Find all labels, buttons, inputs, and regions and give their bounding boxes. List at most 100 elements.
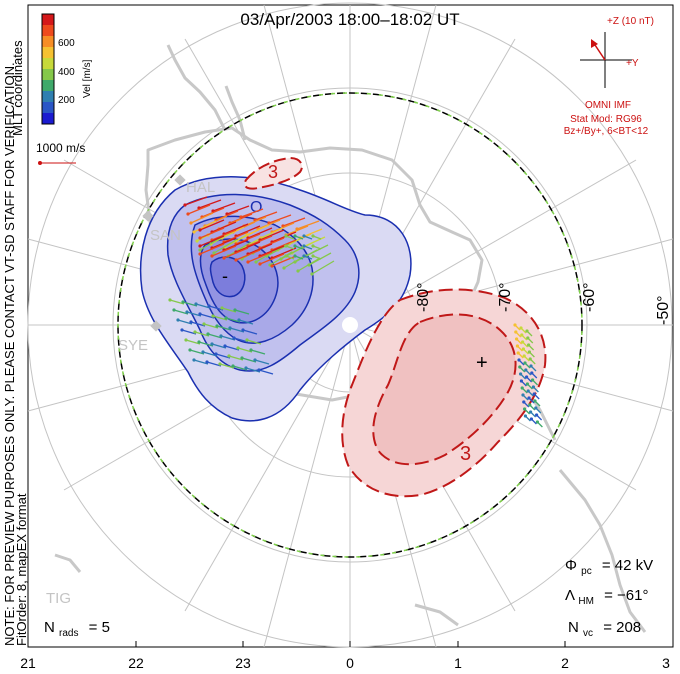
velocity-vector xyxy=(254,359,270,365)
velocity-vector xyxy=(242,329,258,335)
pos-contour-2 xyxy=(372,313,517,466)
lambda-value: = −61° xyxy=(604,587,648,604)
velocity-vector-origin xyxy=(526,336,530,340)
pos-3-label: 3 xyxy=(460,443,471,465)
velocity-vector-origin xyxy=(516,351,520,355)
velocity-vector-origin xyxy=(535,420,540,424)
velocity-vector-origin xyxy=(293,244,297,248)
velocity-vector xyxy=(235,233,261,245)
velocity-vector-origin xyxy=(296,269,300,273)
colorbar-cell xyxy=(42,69,54,81)
velocity-vector-origin xyxy=(311,254,315,258)
hm-boundary-green xyxy=(117,92,583,558)
velocity-vector xyxy=(271,231,297,243)
velocity-vector-origin xyxy=(522,354,526,358)
velocity-vector xyxy=(257,219,281,230)
velocity-vector-origin xyxy=(531,378,535,382)
velocity-vector xyxy=(234,309,250,315)
lambda-hm: Λ HM = −61° xyxy=(565,587,648,608)
lat-label-60: -60° xyxy=(581,282,598,312)
colorbar-tick-400: 400 xyxy=(58,67,75,78)
velocity-vector xyxy=(235,249,261,261)
velocity-vector xyxy=(195,303,211,309)
velocity-vector xyxy=(208,305,224,311)
velocity-vector xyxy=(216,325,232,331)
velocity-vector-origin xyxy=(246,260,250,264)
velocity-vector xyxy=(182,301,198,307)
imf-model: Stat Mod: RG96 xyxy=(570,114,642,125)
velocity-vector xyxy=(212,315,228,321)
velocity-vector-origin xyxy=(523,414,528,418)
velocity-vector xyxy=(232,365,248,371)
station-markers xyxy=(142,174,186,332)
velocity-vector xyxy=(198,341,214,347)
velocity-vector-origin xyxy=(176,318,180,322)
velocity-vector-origin xyxy=(527,350,532,354)
colorbar-cell xyxy=(42,102,54,114)
velocity-vector xyxy=(223,239,249,251)
island-coast xyxy=(414,603,459,627)
velocity-vector-origin xyxy=(202,322,206,326)
island-coast xyxy=(558,469,647,633)
phi-sub: pc xyxy=(581,566,592,577)
velocity-vector-origin xyxy=(302,244,306,248)
mlt-label-21: 21 xyxy=(20,655,36,671)
velocity-vector-origin xyxy=(210,254,214,258)
imf-condition: Bz+/By+, 6<BT<12 xyxy=(564,126,649,137)
map-statistics: Φ pc = 42 kV Λ HM = −61° N vc = 208 N ra… xyxy=(44,557,653,640)
colorbar-cell xyxy=(42,58,54,70)
velocity-vector-origin xyxy=(189,221,193,225)
velocity-vector-origin xyxy=(172,308,176,312)
velocity-vector xyxy=(259,253,285,265)
colorbar-cell xyxy=(42,25,54,37)
n-vc: N vc = 208 xyxy=(568,619,641,640)
colorbar-tick-200: 200 xyxy=(58,95,75,106)
peninsula-coast xyxy=(166,44,227,131)
velocity-vector xyxy=(199,236,223,251)
velocity-vector xyxy=(190,321,206,327)
velocity-vector xyxy=(215,353,231,359)
lambda-sub: HM xyxy=(578,596,594,607)
velocity-vector-origin xyxy=(206,332,210,336)
velocity-vectors xyxy=(168,196,543,428)
station-marker-hal xyxy=(174,174,186,186)
lat-label-70: -70° xyxy=(497,282,514,312)
preview-note: NOTE: FOR PREVIEW PURPOSES ONLY. PLEASE … xyxy=(2,62,17,646)
positive-cell: + 3 3 xyxy=(243,156,547,498)
colorbar-cells xyxy=(42,14,54,125)
velocity-vector xyxy=(219,363,235,369)
colorbar-cell xyxy=(42,14,54,26)
island-coast xyxy=(54,553,82,573)
velocity-vector-origin xyxy=(526,389,530,393)
colorbar-cell xyxy=(42,113,54,125)
velocity-vector-origin xyxy=(180,328,184,332)
colorbar-frame xyxy=(41,13,55,125)
velocity-vector-origin xyxy=(254,260,258,264)
velocity-vector-origin xyxy=(282,266,286,270)
velocity-vector-origin xyxy=(311,234,315,238)
map-title: 03/Apr/2003 18:00–18:02 UT xyxy=(240,10,459,29)
velocity-vector-origin xyxy=(210,342,214,346)
velocity-vector xyxy=(193,220,217,233)
velocity-vector-origin xyxy=(188,348,192,352)
velocity-vector xyxy=(271,222,295,233)
velocity-vector-origin xyxy=(185,310,189,314)
velocity-vector-origin xyxy=(258,262,262,266)
station-labels: HAL SAN SYE TIG xyxy=(46,179,215,607)
velocity-vector-origin xyxy=(207,304,211,308)
nrads-sub: rads xyxy=(59,628,78,639)
velocity-vector-origin xyxy=(270,264,274,268)
velocity-vector xyxy=(237,347,253,353)
velocity-vector xyxy=(238,319,254,325)
station-marker-san xyxy=(142,210,154,222)
velocity-vector-origin xyxy=(521,347,526,351)
velocity-vector-origin xyxy=(253,358,257,362)
velocity-vector-origin xyxy=(302,234,306,238)
velocity-vector-origin xyxy=(519,372,523,376)
velocity-vector-origin xyxy=(525,329,529,333)
velocity-vector-origin xyxy=(205,360,209,364)
latitude-labels: -80° -70° -60° -50° xyxy=(415,282,672,325)
velocity-vector xyxy=(259,237,285,249)
velocity-vector-origin xyxy=(535,413,539,417)
velocity-vector xyxy=(227,242,251,257)
